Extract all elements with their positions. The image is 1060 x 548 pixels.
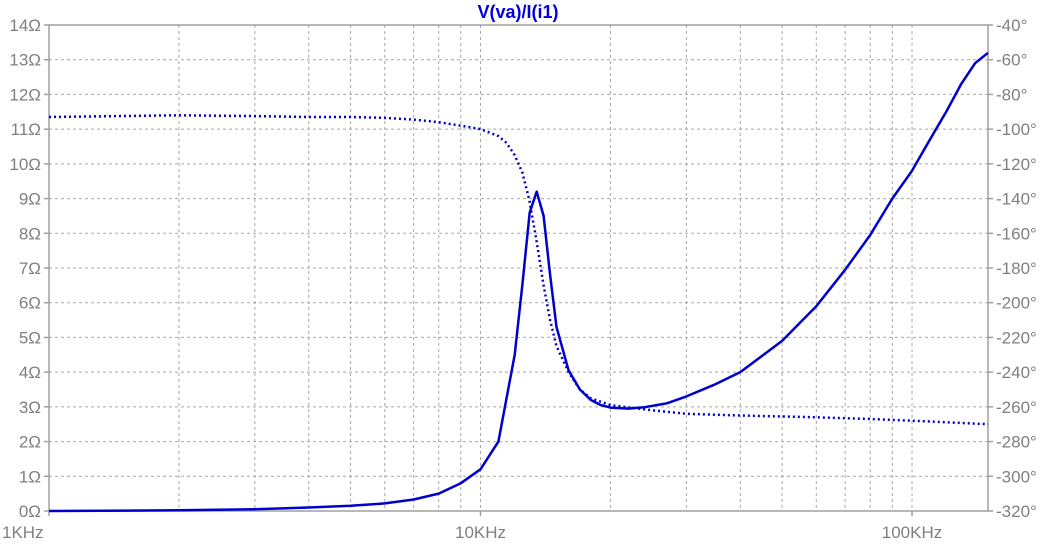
left-tick-label: 5Ω <box>19 328 41 347</box>
right-tick-label: -160° <box>996 224 1037 243</box>
right-tick-label: -280° <box>996 433 1037 452</box>
left-tick-label: 10Ω <box>9 155 41 174</box>
left-axis: 0Ω 1Ω 2Ω 3Ω 4Ω 5Ω 6Ω 7Ω 8Ω 9Ω 10Ω 11Ω 12Ω 13Ω 14Ω <box>9 16 49 521</box>
left-tick-label: 11Ω <box>11 120 41 139</box>
left-tick-label: 4Ω <box>19 363 41 382</box>
left-tick-label: 7Ω <box>19 259 41 278</box>
left-tick-label: 9Ω <box>19 190 41 209</box>
grid <box>49 25 988 511</box>
chart-title: V(va)/I(i1) <box>477 2 558 22</box>
phase-trace <box>48 114 989 426</box>
left-tick-label: 12Ω <box>9 85 41 104</box>
right-tick-label: -120° <box>996 155 1037 174</box>
right-tick-label: -40° <box>996 16 1027 35</box>
left-tick-label: 8Ω <box>19 224 41 243</box>
right-tick-label: -220° <box>996 328 1037 347</box>
left-tick-label: 6Ω <box>19 294 41 313</box>
right-axis: -40° -60° -80° -100° -120° -140° -160° -180° -20… <box>988 16 1037 521</box>
right-tick-label: -260° <box>996 398 1037 417</box>
right-tick-label: -320° <box>996 502 1037 521</box>
x-tick-label: 10KHz <box>455 523 506 542</box>
left-tick-label: 3Ω <box>19 398 41 417</box>
right-tick-label: -140° <box>996 190 1037 209</box>
magnitude-trace <box>48 51 989 513</box>
right-tick-label: -60° <box>996 51 1027 70</box>
right-tick-label: -300° <box>996 467 1037 486</box>
right-tick-label: -100° <box>996 120 1037 139</box>
right-tick-label: -180° <box>996 259 1037 278</box>
right-tick-label: -200° <box>996 294 1037 313</box>
left-tick-label: 1Ω <box>19 467 41 486</box>
x-axis: 1KHz 10KHz 100KHz <box>2 511 942 542</box>
x-tick-label: 100KHz <box>882 523 942 542</box>
right-tick-label: -80° <box>996 85 1027 104</box>
left-tick-label: 0Ω <box>19 502 41 521</box>
left-tick-label: 14Ω <box>9 16 41 35</box>
left-tick-label: 13Ω <box>9 51 41 70</box>
right-tick-label: -240° <box>996 363 1037 382</box>
x-tick-label: 1KHz <box>2 523 44 542</box>
left-tick-label: 2Ω <box>19 433 41 452</box>
traces <box>48 51 989 513</box>
